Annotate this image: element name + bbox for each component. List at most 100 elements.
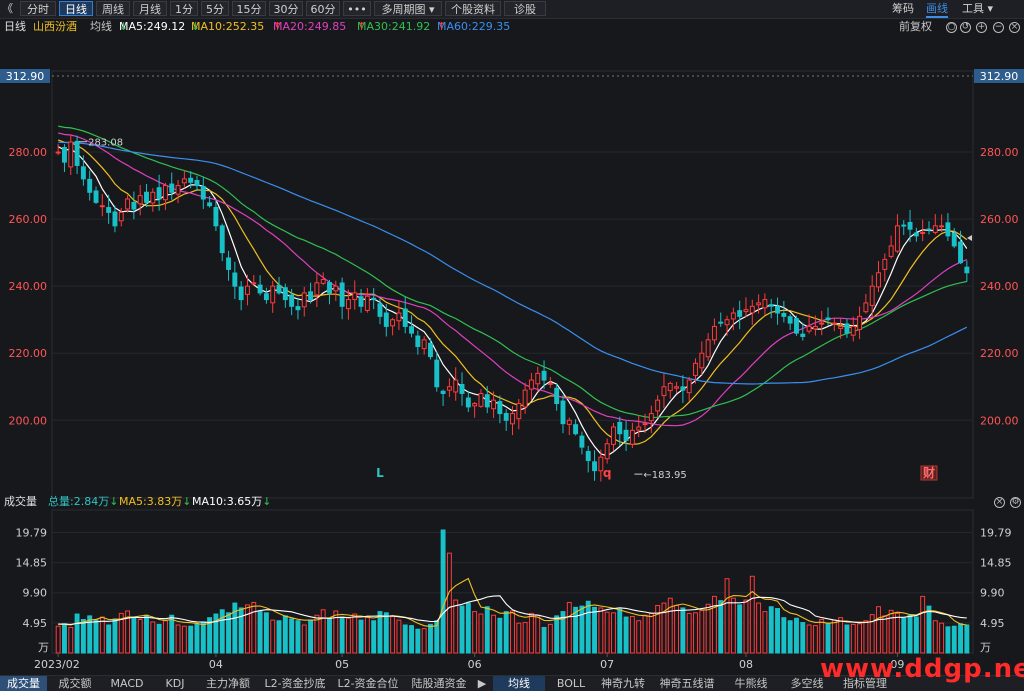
indicator-tab-15[interactable]: 指标管理: [843, 677, 887, 690]
period-button-9[interactable]: •••: [343, 1, 371, 16]
indicator-tab-9[interactable]: 均线: [493, 676, 545, 691]
candle-body-38: [295, 306, 301, 311]
period-button-3[interactable]: 月线: [133, 1, 167, 16]
toolbar-right-2[interactable]: 工具 ▾: [962, 2, 994, 15]
candle-body-36: [282, 287, 288, 301]
period-toolbar: 《分时 日线 周线 月线 1分 5分 15分 30分 60分 ••• 多周期图 ▾ 个股资料 诊股 筹码…: [0, 0, 1024, 19]
candle-body-34: [270, 285, 276, 304]
period-button-6[interactable]: 15分: [232, 1, 266, 16]
stock-name: 山西汾酒: [33, 20, 77, 33]
event-marker-2[interactable]: 财: [922, 465, 935, 480]
candle-8: [106, 194, 112, 224]
indicator-label[interactable]: 均线: [90, 20, 112, 33]
indicator-tab-2[interactable]: MACD: [110, 677, 144, 690]
back-button[interactable]: 《: [2, 2, 13, 15]
candle-98: [674, 381, 680, 394]
volume-tick-right-2: 14.85: [980, 557, 1012, 570]
indicator-tab-14[interactable]: 多空线: [790, 677, 824, 690]
adjust-select[interactable]: 前复权: [899, 20, 932, 33]
candle-body-65: [465, 397, 471, 408]
volume-bar-0: [55, 625, 61, 654]
volume-bar-70: [497, 617, 503, 654]
candle-body-117: [794, 318, 799, 334]
candle-body-94: [648, 413, 654, 422]
close-icon[interactable]: ×: [1009, 22, 1020, 33]
candle-58: [421, 336, 427, 355]
zoom-in-icon[interactable]: +: [976, 22, 987, 33]
volume-bar-144: [964, 624, 970, 654]
volume-bar-126: [850, 623, 856, 654]
volume-bar-93: [642, 614, 648, 654]
zoom-out-icon[interactable]: −: [993, 22, 1004, 33]
x-label-4: 07: [600, 658, 614, 671]
volume-bar-114: [775, 608, 780, 654]
period-button-12[interactable]: 诊股: [504, 1, 546, 16]
candle-25: [213, 200, 219, 232]
candle-body-21: [188, 177, 194, 183]
volume-bar-98: [674, 605, 680, 654]
candle-body-15: [150, 191, 156, 204]
toolbar-right-0[interactable]: 筹码: [892, 2, 914, 15]
candle-body-97: [667, 382, 673, 392]
ma-line-ma30: [58, 125, 967, 419]
period-button-8[interactable]: 60分: [306, 1, 340, 16]
period-button-7[interactable]: 30分: [269, 1, 303, 16]
indicator-tab-6[interactable]: L2-资金合位: [337, 677, 399, 690]
period-button-2[interactable]: 周线: [96, 1, 130, 16]
undo-icon[interactable]: ↺: [960, 22, 971, 33]
indicator-tab-8[interactable]: ▶: [477, 677, 487, 690]
candle-143: [958, 230, 963, 265]
kline-chart[interactable]: 200.00 200.00 220.00 220.00 240.00 240.00 260.…: [0, 36, 1024, 675]
indicator-tab-10[interactable]: BOLL: [556, 677, 586, 690]
volume-bar-64: [459, 605, 465, 654]
indicator-tab-11[interactable]: 神奇九转: [601, 677, 645, 690]
candle-body-12: [131, 201, 137, 210]
volume-settings-icon[interactable]: ⚙: [1010, 497, 1021, 508]
candle-137: [920, 219, 926, 242]
reset-icon[interactable]: ○: [946, 22, 957, 33]
indicator-tab-13[interactable]: 牛熊线: [734, 677, 768, 690]
indicator-tab-7[interactable]: 陆股通资金: [411, 677, 467, 690]
volume-bar-12: [131, 616, 137, 654]
indicator-tab-12[interactable]: 神奇五线谱: [659, 677, 715, 690]
candle-body-29: [238, 286, 244, 301]
candle-body-85: [592, 461, 597, 472]
indicator-tab-0[interactable]: 成交量: [0, 676, 47, 691]
period-button-0[interactable]: 分时: [20, 1, 56, 16]
event-marker-1[interactable]: q: [603, 466, 612, 480]
volume-bar-131: [882, 615, 888, 654]
candle-52: [383, 304, 389, 337]
period-button-10[interactable]: 多周期图 ▾: [374, 1, 442, 16]
candle-105: [718, 312, 724, 327]
candle-body-60: [434, 359, 440, 388]
period-button-5[interactable]: 5分: [201, 1, 229, 16]
period-button-11[interactable]: 个股资料: [445, 1, 501, 16]
volume-bar-57: [415, 628, 421, 654]
volume-tick-left-0: 4.95: [23, 617, 48, 630]
indicator-tab-3[interactable]: KDJ: [165, 677, 185, 690]
period-button-4[interactable]: 1分: [170, 1, 198, 16]
indicator-tab-5[interactable]: L2-资金抄底: [264, 677, 326, 690]
event-marker-0[interactable]: L: [376, 466, 384, 480]
toolbar-right-1[interactable]: 画线: [926, 1, 948, 18]
candle-body-16: [156, 187, 162, 200]
volume-tick-left-3: 19.79: [16, 527, 48, 540]
indicator-tab-4[interactable]: 主力净额: [206, 677, 250, 690]
candle-body-113: [768, 304, 774, 307]
volume-bar-8: [106, 624, 112, 654]
candle-18: [169, 172, 175, 200]
candle-body-27: [226, 257, 231, 270]
volume-close-icon[interactable]: ×: [994, 497, 1005, 508]
candle-15: [150, 188, 156, 212]
candle-body-52: [383, 312, 389, 327]
period-button-1[interactable]: 日线: [59, 1, 93, 16]
candle-122: [825, 307, 831, 326]
volume-bar-73: [516, 622, 522, 654]
volume-bar-21: [188, 625, 194, 654]
candle-141: [945, 213, 951, 241]
volume-bar-80: [560, 611, 566, 654]
indicator-tab-1[interactable]: 成交额: [58, 677, 92, 690]
volume-bar-51: [377, 611, 383, 654]
candle-97: [667, 381, 673, 399]
volume-bar-47: [352, 613, 358, 654]
